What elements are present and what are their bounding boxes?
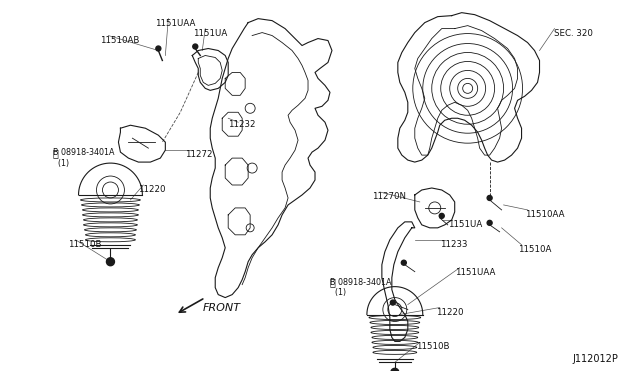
Text: 11220: 11220 xyxy=(436,308,463,317)
Text: 1151UAA: 1151UAA xyxy=(454,268,495,277)
Text: 1151UA: 1151UA xyxy=(448,220,482,229)
Text: Ⓑ: Ⓑ xyxy=(330,278,336,288)
Text: 11232: 11232 xyxy=(228,120,256,129)
Text: 11270N: 11270N xyxy=(372,192,406,201)
Circle shape xyxy=(487,220,492,225)
Circle shape xyxy=(391,368,399,372)
Circle shape xyxy=(156,46,161,51)
Text: 11272: 11272 xyxy=(186,150,212,159)
Text: Ⓑ: Ⓑ xyxy=(52,148,58,158)
Text: 11220: 11220 xyxy=(138,185,166,194)
Text: 11510B: 11510B xyxy=(68,240,101,249)
Circle shape xyxy=(439,214,444,218)
Text: 11510B: 11510B xyxy=(416,342,449,352)
Circle shape xyxy=(487,195,492,201)
Text: 11233: 11233 xyxy=(440,240,467,249)
Circle shape xyxy=(390,300,396,305)
Text: 11510AB: 11510AB xyxy=(100,36,140,45)
Circle shape xyxy=(193,44,198,49)
Text: FRONT: FRONT xyxy=(202,302,240,312)
Text: J112012P: J112012P xyxy=(572,355,618,364)
Circle shape xyxy=(401,260,406,265)
Text: 11510AA: 11510AA xyxy=(525,210,564,219)
Circle shape xyxy=(106,258,115,266)
Text: 1151UAA: 1151UAA xyxy=(156,19,196,28)
Text: 11510A: 11510A xyxy=(518,245,551,254)
Text: SEC. 320: SEC. 320 xyxy=(554,29,593,38)
Text: 1151UA: 1151UA xyxy=(193,29,228,38)
Text: B 08918-3401A
  (1): B 08918-3401A (1) xyxy=(52,148,114,167)
Text: B 08918-3401A
  (1): B 08918-3401A (1) xyxy=(330,278,392,297)
